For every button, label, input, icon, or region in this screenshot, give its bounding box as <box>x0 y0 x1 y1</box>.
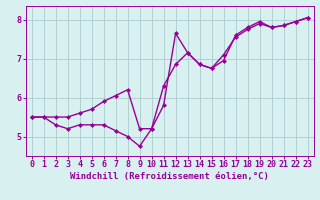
X-axis label: Windchill (Refroidissement éolien,°C): Windchill (Refroidissement éolien,°C) <box>70 172 269 181</box>
